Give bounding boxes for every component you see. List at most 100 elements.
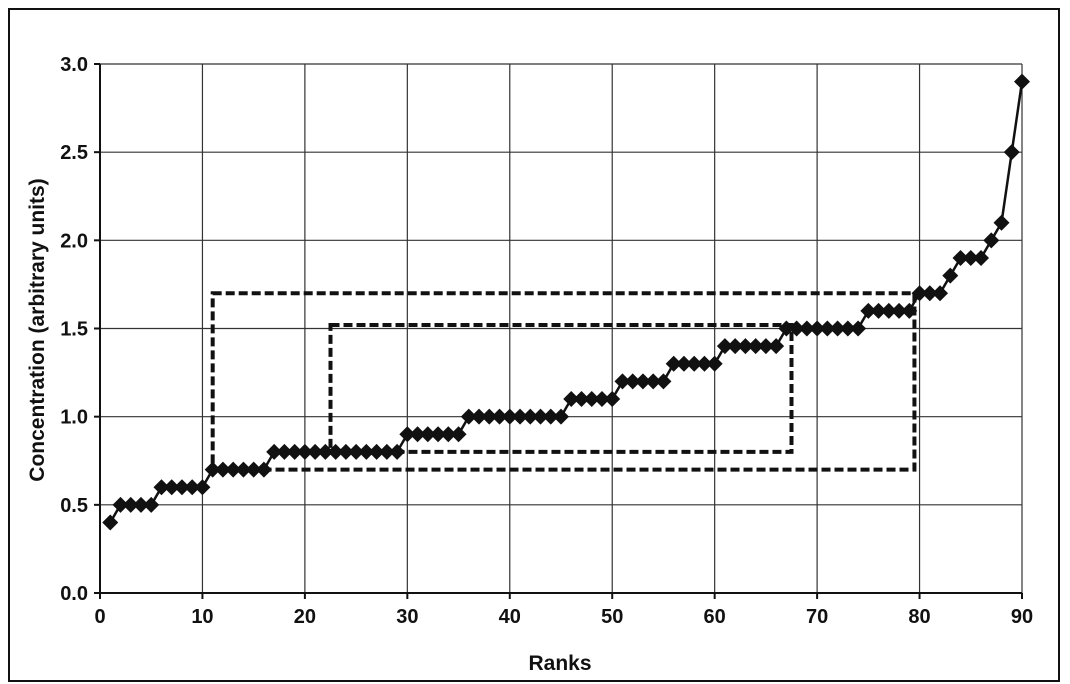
data-point (768, 338, 785, 355)
y-tick-label: 1.5 (60, 319, 88, 341)
data-point (235, 461, 252, 478)
data-point (880, 302, 897, 319)
data-point (962, 249, 979, 266)
data-point (307, 443, 324, 460)
data-point (829, 320, 846, 337)
data-point (481, 408, 498, 425)
data-point (317, 443, 334, 460)
data-point (184, 479, 201, 496)
data-point (819, 320, 836, 337)
data-point (225, 461, 242, 478)
y-tick-label: 0.0 (60, 583, 88, 605)
data-point (286, 443, 303, 460)
data-point (255, 461, 272, 478)
data-point (983, 232, 1000, 249)
data-point (901, 302, 918, 319)
data-point (655, 373, 672, 390)
data-point (911, 285, 928, 302)
data-point (327, 443, 344, 460)
data-point (358, 443, 375, 460)
data-point (778, 320, 795, 337)
data-point (952, 249, 969, 266)
data-point (194, 479, 211, 496)
data-point (583, 391, 600, 408)
data-point (532, 408, 549, 425)
data-point (378, 443, 395, 460)
data-point (891, 302, 908, 319)
data-series (102, 73, 1030, 531)
data-point (850, 320, 867, 337)
y-tick-labels: 0.0 0.5 1.0 1.5 2.0 2.5 3.0 (60, 54, 88, 605)
data-point (686, 355, 703, 372)
dashed-boxes (210, 291, 917, 472)
data-point (716, 338, 733, 355)
data-point (737, 338, 754, 355)
data-point (409, 426, 426, 443)
data-point (266, 443, 283, 460)
data-point (870, 302, 887, 319)
data-point (809, 320, 826, 337)
data-point (368, 443, 385, 460)
data-point (839, 320, 856, 337)
data-point (471, 408, 488, 425)
data-point (348, 443, 365, 460)
axes (94, 63, 1023, 599)
dashed-box (328, 322, 794, 454)
x-tick-label: 90 (1011, 606, 1033, 628)
data-point (624, 373, 641, 390)
dashed-box (210, 291, 917, 472)
data-point (757, 338, 774, 355)
data-point (204, 461, 221, 478)
y-tick-label: 2.5 (60, 142, 88, 164)
data-point (696, 355, 713, 372)
y-axis-title: Concentration (arbitrary units) (26, 178, 49, 481)
x-tick-labels: 0 10 20 30 40 50 60 70 80 90 (94, 606, 1033, 628)
x-tick-label: 60 (704, 606, 726, 628)
data-point (798, 320, 815, 337)
x-tick-label: 20 (294, 606, 316, 628)
series-line (109, 81, 1024, 524)
data-point (296, 443, 313, 460)
data-point (276, 443, 293, 460)
data-point (747, 338, 764, 355)
grid-lines (99, 63, 1023, 594)
x-axis-title: Ranks (528, 652, 591, 675)
x-tick-label: 40 (499, 606, 521, 628)
data-point (214, 461, 231, 478)
data-point (788, 320, 805, 337)
data-point (389, 443, 406, 460)
data-point (399, 426, 416, 443)
data-point (122, 496, 139, 513)
data-point (1014, 73, 1030, 90)
data-point (245, 461, 262, 478)
data-point (112, 496, 129, 513)
data-point (645, 373, 662, 390)
data-point (973, 249, 990, 266)
data-point (860, 302, 877, 319)
data-point (573, 391, 590, 408)
data-point (419, 426, 436, 443)
data-point (942, 267, 959, 284)
x-tick-label: 30 (396, 606, 418, 628)
y-tick-label: 0.5 (60, 495, 88, 517)
data-point (553, 408, 569, 425)
data-point (932, 285, 949, 302)
data-point (102, 514, 119, 531)
data-point (337, 443, 354, 460)
y-tick-label: 3.0 (60, 54, 88, 76)
data-point (675, 355, 692, 372)
data-point (512, 408, 529, 425)
y-tick-label: 2.0 (60, 230, 88, 252)
data-point (491, 408, 508, 425)
data-point (173, 479, 190, 496)
data-point (542, 408, 559, 425)
data-point (522, 408, 539, 425)
data-point (460, 408, 477, 425)
x-tick-label: 50 (601, 606, 623, 628)
data-point (993, 214, 1010, 231)
data-point (1003, 144, 1020, 161)
data-point (706, 355, 723, 372)
data-point (727, 338, 744, 355)
data-point (604, 391, 621, 408)
data-point (132, 496, 149, 513)
